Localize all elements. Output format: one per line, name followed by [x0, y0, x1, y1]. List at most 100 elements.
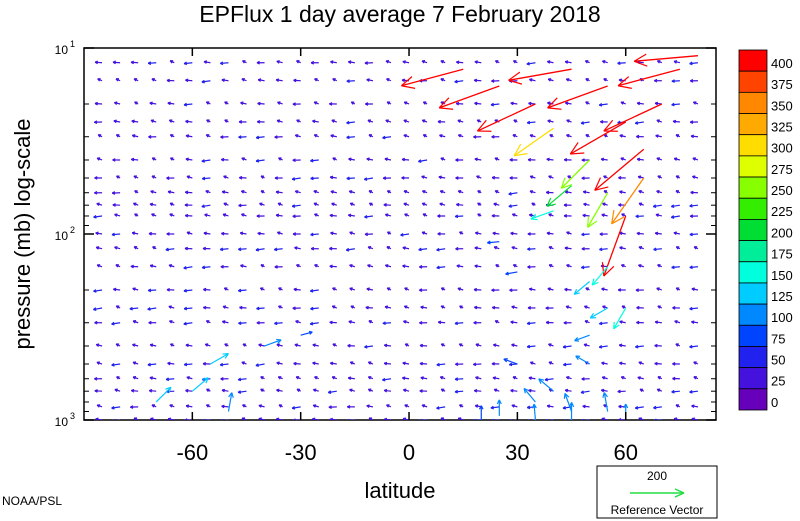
field-vector [691, 320, 699, 324]
field-vector [368, 417, 374, 420]
field-vector [130, 388, 139, 393]
field-vector [238, 135, 247, 139]
field-vector [256, 214, 265, 218]
colorbar-swatch [738, 346, 768, 369]
field-vector [115, 305, 121, 309]
field-vector [585, 101, 590, 105]
field-vector [420, 376, 428, 380]
field-vector [329, 361, 337, 366]
field-vector [382, 176, 391, 180]
field-vector [420, 305, 428, 310]
field-vector [581, 418, 590, 420]
strong-flux-vector [560, 159, 591, 189]
flux-vector [589, 307, 608, 319]
field-vector [275, 78, 283, 82]
field-vector [692, 101, 699, 105]
field-vector [201, 176, 211, 181]
field-vector [563, 362, 572, 367]
field-vector [383, 203, 392, 207]
field-vector [131, 119, 139, 124]
field-vector [385, 119, 392, 123]
field-vector [130, 60, 139, 65]
strong-flux-vector [530, 210, 554, 221]
field-vector [364, 61, 373, 65]
field-vector [168, 264, 175, 268]
field-vector [364, 344, 373, 349]
field-vector [93, 120, 103, 125]
field-vector [278, 157, 283, 161]
flux-vector [503, 358, 518, 365]
field-vector [349, 264, 356, 268]
colorbar-swatch [738, 303, 768, 326]
colorbar-swatch [738, 197, 768, 220]
field-vector [185, 343, 193, 348]
field-vector [563, 320, 572, 325]
field-vector [151, 78, 157, 82]
field-vector [400, 233, 410, 237]
field-vector [490, 102, 500, 107]
field-vector [602, 202, 608, 207]
field-vector [113, 287, 121, 292]
field-vector [255, 247, 265, 252]
flux-vector [210, 353, 229, 365]
field-vector [619, 361, 626, 366]
field-vector [222, 213, 229, 217]
field-vector [329, 213, 337, 218]
field-vector [185, 134, 193, 138]
field-vector [653, 418, 662, 420]
flux-vector [300, 330, 313, 336]
field-vector [294, 190, 301, 194]
field-vector [331, 305, 338, 309]
field-vector [511, 343, 518, 347]
field-vector [242, 404, 247, 408]
field-vector [97, 78, 103, 82]
field-vector [133, 246, 139, 250]
field-vector [673, 231, 681, 236]
field-vector [620, 101, 626, 105]
field-vector [402, 60, 410, 64]
field-vector [348, 190, 356, 194]
strong-flux-vector [476, 103, 536, 132]
colorbar-swatch [738, 324, 768, 347]
field-vector [221, 320, 229, 324]
field-vector [294, 246, 301, 250]
field-vector [437, 119, 446, 124]
field-vector [115, 264, 121, 268]
field-vector [491, 361, 500, 366]
x-tick-label: 0 [403, 440, 415, 465]
field-vector [237, 390, 247, 394]
colorbar-swatch [738, 367, 768, 390]
field-vector [223, 202, 229, 206]
field-vector [436, 247, 446, 252]
field-vector [475, 376, 482, 380]
field-vector [529, 175, 536, 179]
field-vector [422, 101, 428, 105]
field-vector [166, 232, 175, 236]
field-vector [165, 377, 175, 382]
field-vector [367, 376, 374, 380]
field-vector [653, 247, 662, 252]
field-vector [258, 417, 265, 420]
field-vector [617, 389, 626, 394]
field-vector [330, 134, 337, 138]
field-vector [277, 101, 283, 105]
field-vector [456, 264, 464, 268]
field-vector [440, 388, 446, 392]
field-vector [365, 102, 373, 106]
field-vector [691, 175, 699, 179]
field-vector [422, 213, 428, 217]
field-vector [183, 102, 193, 107]
field-vector [509, 419, 518, 420]
field-vector [260, 190, 265, 194]
strong-flux-vector [546, 185, 572, 207]
x-axis: -60 -30 0 30 60 [176, 48, 638, 465]
field-vector [367, 388, 374, 392]
field-vector [457, 119, 464, 123]
field-vector [564, 190, 572, 194]
field-vector [689, 203, 699, 208]
field-vector [296, 60, 301, 64]
field-vector [368, 320, 374, 324]
field-vector [169, 60, 175, 64]
field-vector [600, 157, 608, 162]
field-vector [529, 134, 536, 138]
